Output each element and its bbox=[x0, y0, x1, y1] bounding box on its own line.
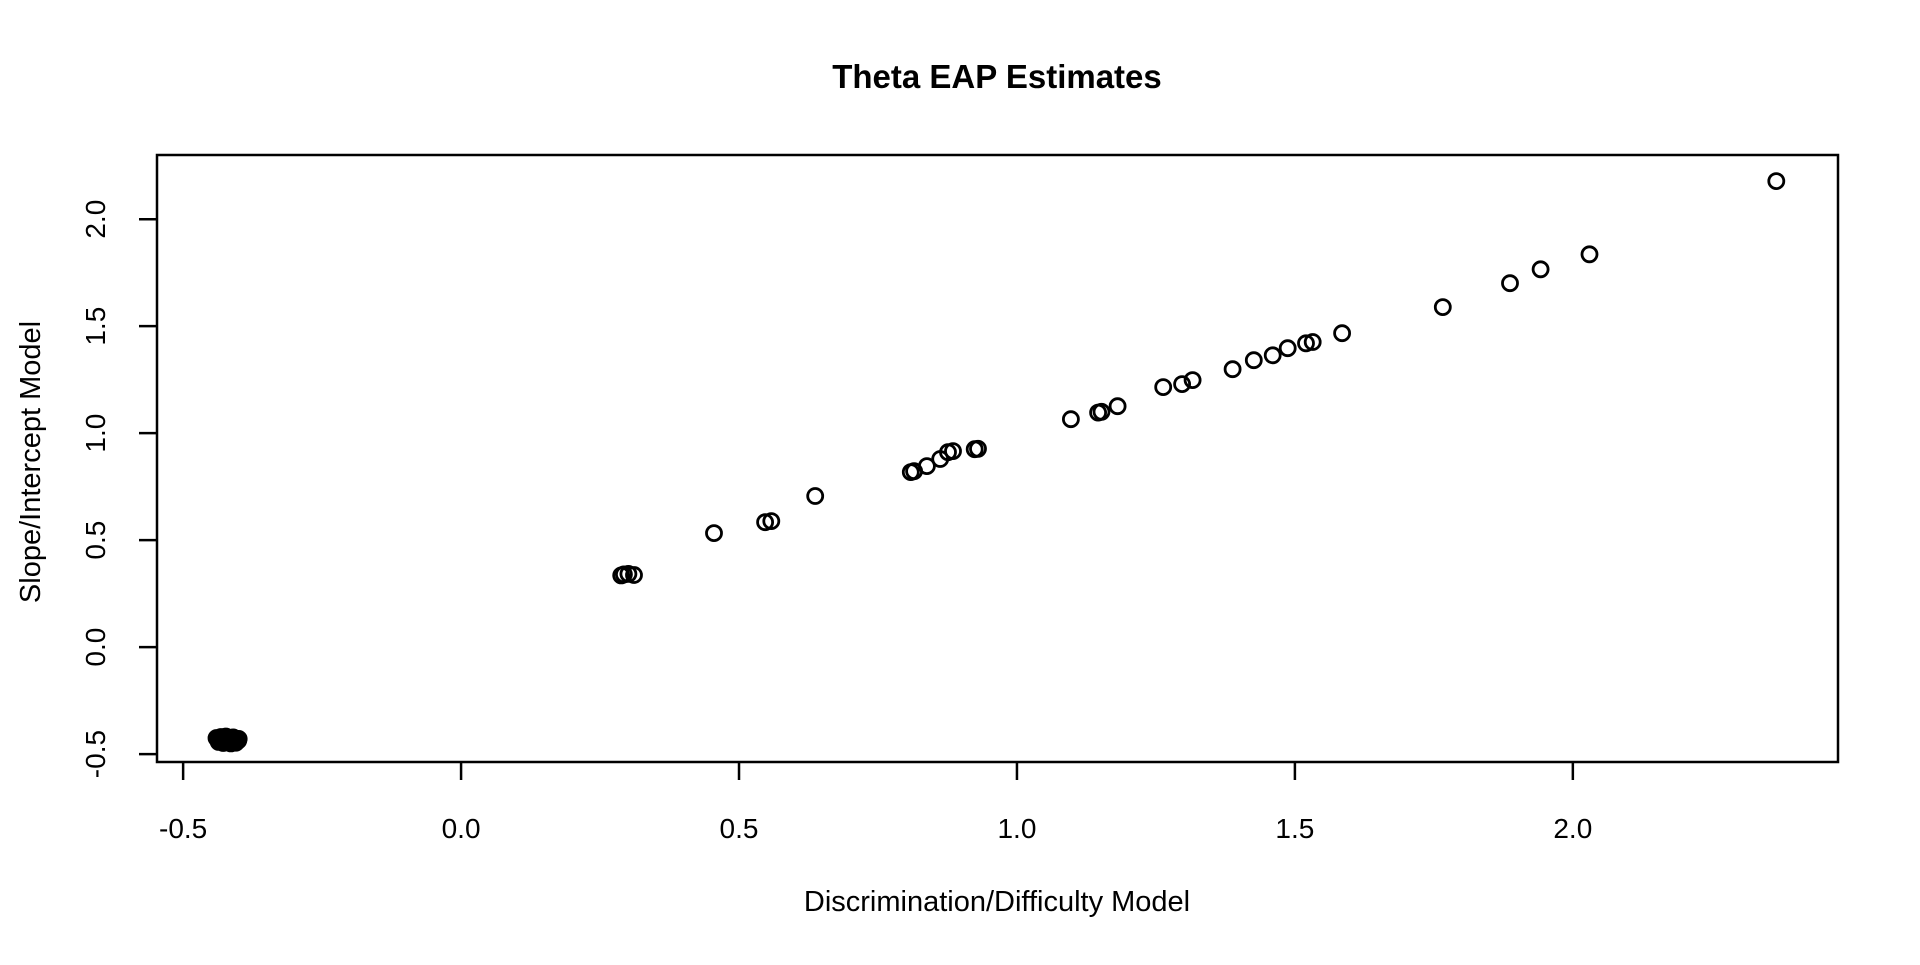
data-point bbox=[1108, 397, 1127, 416]
data-point bbox=[1767, 172, 1786, 191]
data-point bbox=[1333, 324, 1351, 343]
x-tick-label: 1.5 bbox=[1275, 813, 1314, 844]
x-tick-label: -0.5 bbox=[159, 813, 207, 844]
data-point bbox=[1183, 371, 1202, 390]
y-axis-ticks: -0.5 0.0 0.5 1.0 1.5 2.0 bbox=[80, 200, 157, 778]
data-point bbox=[1223, 360, 1242, 379]
data-point bbox=[1531, 260, 1550, 279]
data-point bbox=[1244, 351, 1263, 370]
y-tick-label: 1.5 bbox=[80, 307, 111, 346]
data-point bbox=[1263, 346, 1282, 365]
x-axis-label: Discrimination/Difficulty Model bbox=[804, 886, 1190, 918]
y-tick-label: 1.0 bbox=[80, 414, 111, 453]
data-point bbox=[225, 729, 244, 748]
data-point bbox=[1433, 298, 1452, 317]
y-tick-label: -0.5 bbox=[80, 730, 111, 778]
data-point bbox=[1278, 339, 1297, 358]
data-point bbox=[625, 566, 643, 584]
data-point bbox=[1297, 334, 1315, 353]
plot-title: Theta EAP Estimates bbox=[832, 58, 1162, 95]
x-tick-label: 0.5 bbox=[720, 813, 759, 844]
data-point bbox=[806, 487, 825, 505]
x-tick-label: 0.0 bbox=[442, 813, 481, 844]
data-point bbox=[1173, 375, 1191, 394]
y-tick-label: 0.0 bbox=[80, 628, 111, 667]
y-tick-label: 0.5 bbox=[80, 521, 111, 560]
data-point bbox=[1303, 333, 1322, 351]
y-axis-label: Slope/Intercept Model bbox=[15, 321, 47, 603]
data-point bbox=[969, 439, 987, 458]
data-point bbox=[762, 512, 781, 530]
data-point bbox=[1580, 245, 1599, 264]
data-point bbox=[756, 513, 774, 532]
plot-box bbox=[155, 153, 1840, 764]
data-point bbox=[207, 729, 226, 747]
x-axis-ticks: -0.5 0.0 0.5 1.0 1.5 2.0 bbox=[159, 762, 1592, 844]
data-point bbox=[918, 457, 936, 476]
data-point bbox=[705, 524, 723, 542]
x-tick-label: 2.0 bbox=[1553, 813, 1592, 844]
data-point bbox=[215, 730, 234, 749]
y-tick-label: 2.0 bbox=[80, 200, 111, 239]
data-points bbox=[207, 172, 1786, 753]
data-point bbox=[1092, 402, 1111, 421]
x-tick-label: 1.0 bbox=[997, 813, 1036, 844]
data-point bbox=[1501, 274, 1519, 293]
data-point bbox=[1062, 410, 1080, 429]
data-point bbox=[944, 442, 962, 461]
data-point bbox=[1154, 378, 1173, 397]
